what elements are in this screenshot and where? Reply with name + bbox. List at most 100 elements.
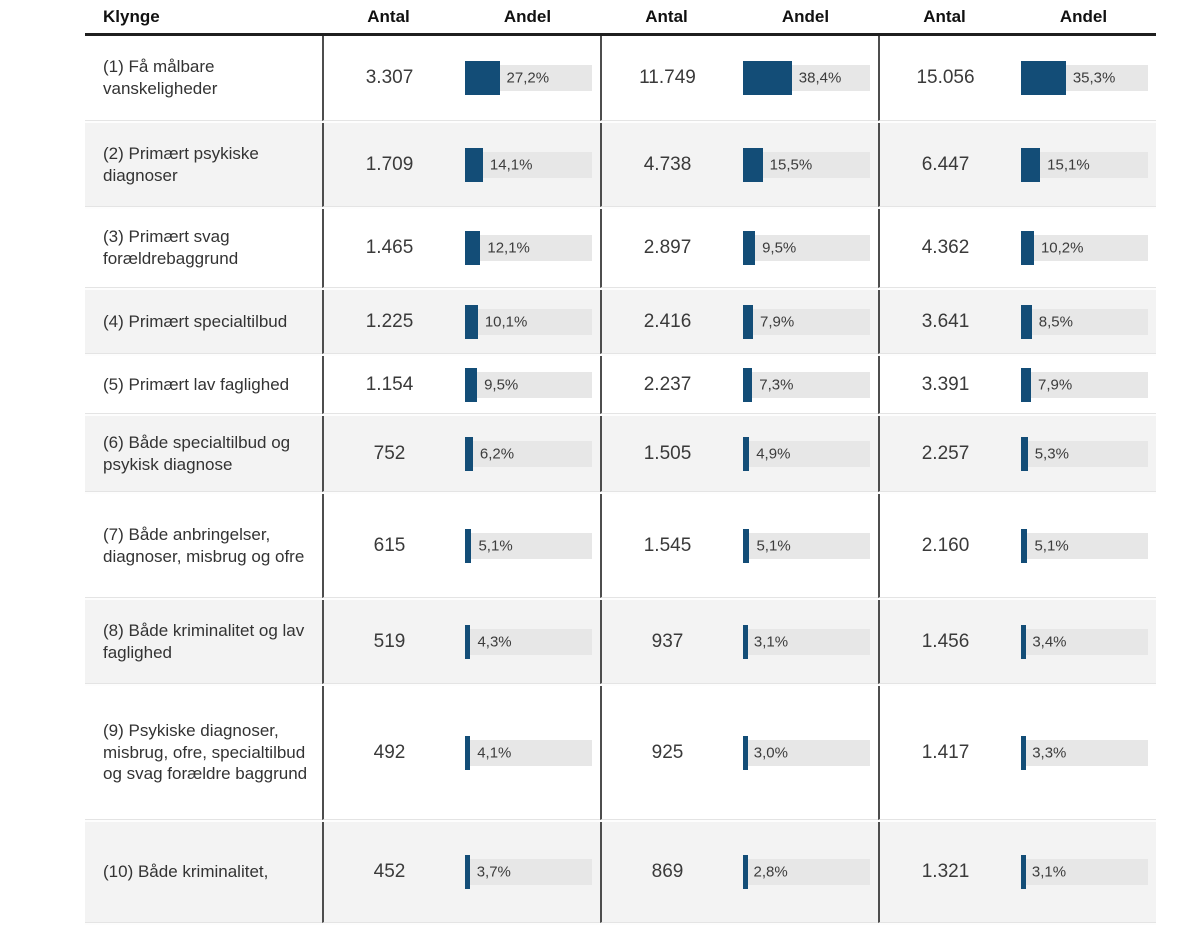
bar-fill bbox=[465, 528, 472, 563]
andel-cell: 2,8% bbox=[733, 822, 878, 923]
antal-cell: 1.321 bbox=[878, 822, 1011, 923]
antal-cell: 925 bbox=[600, 686, 733, 820]
bar-fill bbox=[743, 436, 750, 471]
cluster-label-cell: (2) Primært psykiske diagnoser bbox=[85, 123, 322, 207]
antal-cell: 4.738 bbox=[600, 123, 733, 207]
bar-fill bbox=[1021, 147, 1041, 182]
antal-cell: 2.160 bbox=[878, 494, 1011, 598]
bar-track: 4,9% bbox=[743, 436, 870, 471]
antal-cell: 1.709 bbox=[322, 123, 455, 207]
bar-fill bbox=[743, 231, 756, 265]
bar-track: 8,5% bbox=[1021, 304, 1148, 339]
andel-cell: 3,1% bbox=[733, 600, 878, 684]
cluster-label-cell: (6) Både specialtilbud og psykisk diagno… bbox=[85, 416, 322, 492]
antal-cell: 1.465 bbox=[322, 209, 455, 288]
bar-fill bbox=[1021, 528, 1028, 563]
cluster-label-cell: (7) Både anbringelser, diagnoser, misbru… bbox=[85, 494, 322, 598]
bar-track: 10,1% bbox=[465, 304, 592, 339]
table-row: (2) Primært psykiske diagnoser 1.709 14,… bbox=[85, 123, 1156, 209]
andel-value: 35,3% bbox=[1072, 69, 1116, 87]
header-andel-1: Andel bbox=[503, 6, 552, 26]
bar-fill bbox=[465, 147, 483, 182]
cluster-label-cell: (8) Både kriminalitet og lav faglighed bbox=[85, 600, 322, 684]
antal-cell: 2.257 bbox=[878, 416, 1011, 492]
andel-cell: 3,1% bbox=[1011, 822, 1156, 923]
antal-cell: 869 bbox=[600, 822, 733, 923]
bar-fill bbox=[1021, 624, 1026, 659]
bar-fill bbox=[1021, 231, 1034, 265]
antal-cell: 3.391 bbox=[878, 356, 1011, 414]
andel-value: 5,3% bbox=[1034, 445, 1069, 462]
antal-cell: 752 bbox=[322, 416, 455, 492]
andel-value: 27,2% bbox=[506, 69, 550, 87]
cluster-label: (9) Psykiske diagnoser, misbrug, ofre, s… bbox=[103, 720, 308, 784]
andel-value: 5,1% bbox=[478, 537, 513, 554]
antal-cell: 11.749 bbox=[600, 36, 733, 121]
cluster-label: (1) Få målbare vanskeligheder bbox=[103, 57, 218, 98]
bar-track: 3,7% bbox=[465, 855, 592, 889]
header-antal-1: Antal bbox=[367, 6, 410, 26]
antal-value: 615 bbox=[373, 534, 406, 556]
bar-fill bbox=[743, 855, 748, 889]
antal-cell: 615 bbox=[322, 494, 455, 598]
antal-value: 519 bbox=[373, 630, 406, 652]
antal-cell: 1.225 bbox=[322, 290, 455, 354]
andel-cell: 3,7% bbox=[455, 822, 600, 923]
antal-cell: 2.237 bbox=[600, 356, 733, 414]
antal-cell: 2.416 bbox=[600, 290, 733, 354]
bar-fill bbox=[1021, 735, 1026, 770]
antal-value: 4.738 bbox=[643, 153, 692, 175]
bar-fill bbox=[743, 61, 792, 95]
andel-cell: 3,4% bbox=[1011, 600, 1156, 684]
table-header: Klynge Antal Andel Antal Andel Antal And… bbox=[85, 0, 1156, 36]
andel-cell: 4,1% bbox=[455, 686, 600, 820]
bar-track: 9,5% bbox=[743, 231, 870, 265]
andel-cell: 4,9% bbox=[733, 416, 878, 492]
andel-cell: 7,9% bbox=[1011, 356, 1156, 414]
bar-track: 3,1% bbox=[1021, 855, 1148, 889]
antal-cell: 3.641 bbox=[878, 290, 1011, 354]
bar-track: 5,1% bbox=[1021, 528, 1148, 563]
antal-value: 1.465 bbox=[365, 237, 414, 258]
andel-value: 10,1% bbox=[484, 313, 528, 330]
bar-track: 2,8% bbox=[743, 855, 870, 889]
bar-track: 3,0% bbox=[743, 735, 870, 770]
andel-cell: 7,3% bbox=[733, 356, 878, 414]
antal-cell: 492 bbox=[322, 686, 455, 820]
andel-cell: 3,0% bbox=[733, 686, 878, 820]
header-klynge: Klynge bbox=[103, 6, 160, 26]
bar-fill bbox=[743, 367, 753, 402]
cluster-label-cell: (9) Psykiske diagnoser, misbrug, ofre, s… bbox=[85, 686, 322, 820]
cluster-label: (7) Både anbringelser, diagnoser, misbru… bbox=[103, 524, 305, 566]
andel-cell: 15,5% bbox=[733, 123, 878, 207]
antal-cell: 6.447 bbox=[878, 123, 1011, 207]
antal-value: 3.391 bbox=[921, 373, 970, 395]
andel-value: 7,9% bbox=[1038, 376, 1073, 393]
andel-value: 3,1% bbox=[753, 633, 789, 650]
cluster-label: (2) Primært psykiske diagnoser bbox=[103, 143, 259, 185]
cluster-label-cell: (10) Både kriminalitet, bbox=[85, 822, 322, 923]
antal-cell: 1.456 bbox=[878, 600, 1011, 684]
andel-value: 3,0% bbox=[753, 744, 788, 761]
bar-track: 12,1% bbox=[465, 231, 592, 265]
bar-fill bbox=[1021, 436, 1028, 471]
antal-value: 1.505 bbox=[643, 442, 692, 464]
bar-track: 7,9% bbox=[743, 304, 870, 339]
antal-value: 1.154 bbox=[365, 373, 414, 395]
antal-cell: 937 bbox=[600, 600, 733, 684]
bar-fill bbox=[465, 61, 500, 95]
andel-cell: 6,2% bbox=[455, 416, 600, 492]
antal-value: 1.417 bbox=[921, 741, 970, 763]
bar-track: 15,1% bbox=[1021, 147, 1148, 182]
andel-cell: 10,1% bbox=[455, 290, 600, 354]
andel-cell: 35,3% bbox=[1011, 36, 1156, 121]
cluster-label-cell: (4) Primært specialtilbud bbox=[85, 290, 322, 354]
andel-value: 15,5% bbox=[769, 156, 813, 173]
antal-cell: 452 bbox=[322, 822, 455, 923]
table-row: (10) Både kriminalitet, 452 3,7% 869 2,8… bbox=[85, 822, 1156, 925]
antal-value: 2.160 bbox=[921, 534, 970, 556]
bar-track: 10,2% bbox=[1021, 231, 1148, 265]
antal-value: 1.709 bbox=[365, 153, 414, 175]
cluster-label: (4) Primært specialtilbud bbox=[103, 311, 288, 331]
andel-value: 3,7% bbox=[476, 863, 511, 881]
